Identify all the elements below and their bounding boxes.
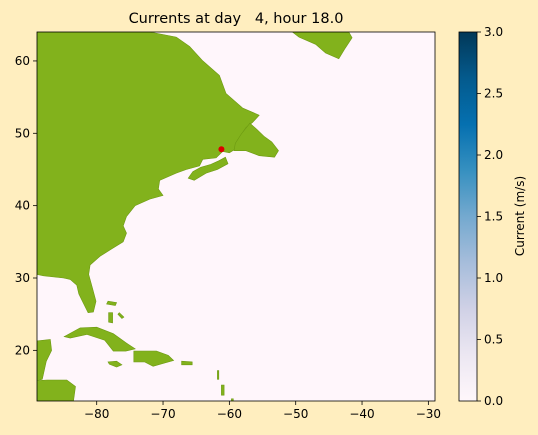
land-nova-scotia bbox=[187, 156, 229, 181]
colorbar-tick-label: 1.0 bbox=[484, 271, 503, 285]
land-lesser-antilles-1 bbox=[217, 370, 220, 380]
land-puerto-rico bbox=[181, 360, 193, 366]
map-area bbox=[36, 31, 436, 402]
land-mexico-yucatan bbox=[37, 339, 52, 382]
x-tick-label: −40 bbox=[349, 407, 374, 421]
land-bahamas-1 bbox=[106, 300, 118, 306]
chart-title: Currents at day 4, hour 18.0 bbox=[129, 11, 344, 27]
colorbar-tick-label: 2.5 bbox=[484, 87, 503, 101]
x-axis: −80 −70 −60 −50 −40 −30 bbox=[84, 401, 441, 421]
colorbar-ticks: 0.0 0.5 1.0 1.5 2.0 2.5 3.0 bbox=[477, 25, 503, 408]
y-axis: 20 30 40 50 60 bbox=[15, 54, 37, 357]
y-tick-label: 50 bbox=[15, 126, 30, 140]
location-marker bbox=[218, 146, 225, 153]
colorbar-tick-label: 2.0 bbox=[484, 148, 503, 162]
colorbar: 0.0 0.5 1.0 1.5 2.0 2.5 3.0 Current (m/s) bbox=[458, 25, 527, 408]
colorbar-gradient bbox=[458, 31, 478, 402]
x-tick-label: −60 bbox=[217, 407, 242, 421]
land-bahamas-3 bbox=[117, 312, 125, 319]
land-cuba bbox=[63, 326, 136, 352]
land-lesser-antilles-2 bbox=[221, 384, 225, 396]
y-tick-label: 60 bbox=[15, 54, 30, 68]
plot-frame bbox=[36, 31, 436, 402]
colorbar-tick-label: 1.5 bbox=[484, 210, 503, 224]
x-tick-label: −70 bbox=[150, 407, 175, 421]
colorbar-tick-label: 0.5 bbox=[484, 333, 503, 347]
land-layer bbox=[37, 32, 353, 401]
x-tick-label: −30 bbox=[416, 407, 441, 421]
land-hispaniola bbox=[133, 350, 175, 367]
land-north-america bbox=[37, 32, 260, 314]
land-greenland-tip bbox=[291, 32, 353, 60]
colorbar-tick-label: 0.0 bbox=[484, 394, 503, 408]
marker-layer bbox=[218, 146, 225, 153]
y-tick-label: 40 bbox=[15, 199, 30, 213]
colorbar-tick-label: 3.0 bbox=[484, 25, 503, 39]
land-bahamas-2 bbox=[108, 312, 113, 324]
colorbar-label: Current (m/s) bbox=[513, 176, 527, 256]
land-lesser-antilles-3 bbox=[231, 398, 234, 401]
land-jamaica bbox=[107, 360, 123, 368]
x-tick-label: −80 bbox=[84, 407, 109, 421]
land-central-america bbox=[37, 379, 76, 401]
y-tick-label: 30 bbox=[15, 271, 30, 285]
y-tick-label: 20 bbox=[15, 343, 30, 357]
land-newfoundland bbox=[233, 122, 279, 158]
x-tick-label: −50 bbox=[283, 407, 308, 421]
